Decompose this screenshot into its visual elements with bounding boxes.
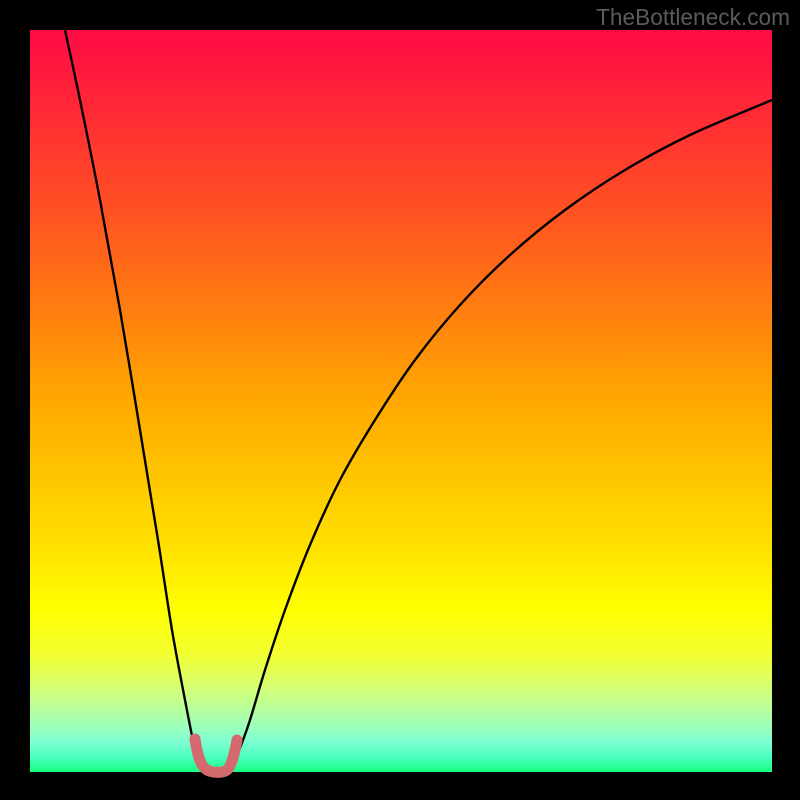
- watermark-text: TheBottleneck.com: [596, 4, 790, 31]
- chart-plot-area: [30, 30, 772, 772]
- chart-svg: [30, 30, 772, 772]
- valley-highlight: [195, 739, 237, 772]
- bottleneck-curve: [65, 30, 772, 772]
